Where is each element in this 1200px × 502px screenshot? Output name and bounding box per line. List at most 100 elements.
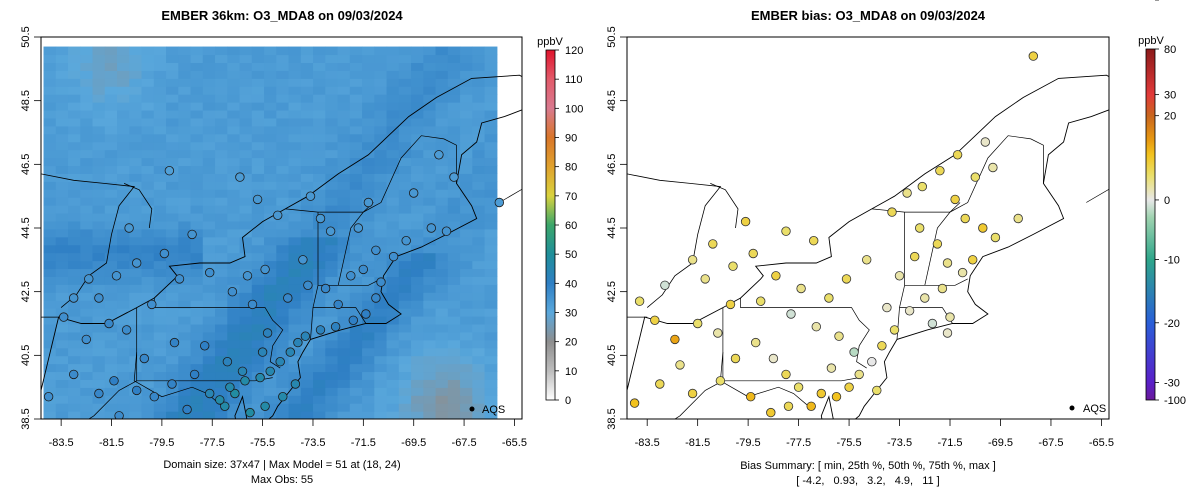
- bias-point: [988, 162, 998, 173]
- heatmap-cell: [276, 284, 290, 293]
- heatmap-cell: [202, 300, 216, 309]
- heatmap-cell: [288, 173, 302, 182]
- heatmap-cell: [337, 181, 351, 190]
- heatmap-cell: [153, 308, 167, 317]
- y-tick-label: 50.5: [606, 26, 618, 47]
- heatmap-cell: [68, 403, 81, 412]
- heatmap-cell: [166, 252, 179, 262]
- heatmap-cell: [190, 212, 204, 222]
- heatmap-cell: [215, 411, 228, 419]
- observation-point: [409, 188, 419, 198]
- observation-point: [139, 353, 150, 364]
- state-border: [285, 208, 319, 213]
- heatmap-cell: [472, 339, 486, 349]
- heatmap-cell: [178, 268, 192, 277]
- heatmap-cell: [484, 133, 498, 143]
- heatmap-cell: [460, 212, 473, 222]
- heatmap-cell: [337, 371, 351, 380]
- heatmap-cell: [43, 300, 57, 309]
- heatmap-cell: [264, 260, 277, 270]
- heatmap-cell: [276, 331, 290, 341]
- heatmap-cell: [68, 347, 81, 357]
- colorbar-tick-label: 30: [565, 308, 577, 320]
- bias-points: [629, 51, 1039, 418]
- heatmap-cell: [190, 189, 204, 198]
- heatmap-cell: [215, 347, 228, 357]
- heatmap-cell: [141, 125, 155, 135]
- heatmap-cell: [239, 125, 253, 135]
- heatmap-cell: [374, 260, 388, 270]
- heatmap-cell: [288, 181, 302, 190]
- heatmap-cell: [55, 339, 69, 349]
- heatmap-cell: [55, 149, 69, 159]
- state-border: [318, 135, 457, 213]
- heatmap-cell: [166, 149, 179, 159]
- heatmap-cell: [349, 133, 363, 143]
- heatmap-cell: [117, 125, 130, 135]
- heatmap-cell: [447, 117, 461, 127]
- heatmap-cell: [227, 46, 241, 56]
- heatmap-cell: [117, 141, 130, 151]
- heatmap-cell: [337, 173, 351, 182]
- heatmap-cell: [374, 117, 388, 127]
- heatmap-cell: [178, 315, 192, 325]
- heatmap-cell: [80, 395, 94, 404]
- heatmap-cell: [325, 212, 339, 222]
- colorbar-tick-label: 90: [565, 133, 577, 145]
- heatmap-cell: [313, 173, 326, 182]
- heatmap-cell: [43, 228, 57, 238]
- heatmap-cell: [227, 268, 241, 277]
- heatmap-cell: [472, 315, 486, 325]
- heatmap-cell: [153, 165, 167, 174]
- heatmap-cell: [153, 323, 167, 333]
- heatmap-cell: [251, 300, 265, 309]
- heatmap-cell: [349, 236, 363, 246]
- concentration-panel: EMBER 36km: O3_MDA8 on 09/03/2024 -83.5-…: [20, 8, 583, 486]
- heatmap-cell: [460, 78, 473, 87]
- heatmap-cell: [55, 308, 69, 317]
- heatmap-cell: [276, 149, 290, 159]
- heatmap-cell: [337, 102, 351, 111]
- heatmap-cell: [153, 220, 167, 230]
- heatmap-cell: [92, 236, 106, 246]
- bias-point: [783, 401, 794, 412]
- heatmap-cell: [141, 117, 155, 127]
- heatmap-cell: [227, 62, 241, 71]
- heatmap-cell: [447, 244, 461, 254]
- heatmap-cell: [337, 268, 351, 277]
- observation-point: [111, 271, 122, 281]
- heatmap-cell: [55, 276, 69, 285]
- heatmap-cell: [264, 125, 277, 135]
- state-border: [720, 352, 809, 407]
- bias-point: [756, 296, 766, 306]
- heatmap-cell: [202, 212, 216, 222]
- heatmap-cell: [300, 355, 314, 365]
- heatmap-cell: [92, 308, 106, 317]
- heatmap-cell: [313, 252, 326, 262]
- heatmap-cell: [129, 308, 143, 317]
- heatmap-cell: [215, 149, 228, 159]
- heatmap-cell: [349, 141, 363, 151]
- bias-point: [675, 360, 685, 370]
- heatmap-cell: [215, 315, 228, 325]
- heatmap-cell: [117, 268, 130, 277]
- heatmap-cell: [264, 387, 277, 396]
- heatmap-cell: [362, 371, 375, 380]
- heatmap-cell: [190, 228, 204, 238]
- heatmap-cell: [239, 220, 253, 230]
- heatmap-cell: [484, 379, 498, 388]
- heatmap-cell: [349, 181, 363, 190]
- heatmap-cell: [447, 315, 461, 325]
- heatmap-cell: [484, 276, 498, 285]
- heatmap-cell: [325, 197, 339, 206]
- heatmap-cell: [447, 339, 461, 349]
- heatmap-cell: [300, 308, 314, 317]
- heatmap-cell: [484, 315, 498, 325]
- heatmap-cell: [55, 371, 69, 380]
- x-tick-label: -67.5: [1038, 437, 1063, 449]
- heatmap-cell: [141, 102, 155, 111]
- heatmap-cell: [313, 355, 326, 365]
- heatmap-cell: [43, 252, 57, 262]
- heatmap-cell: [411, 411, 424, 419]
- heatmap-cell: [251, 117, 265, 127]
